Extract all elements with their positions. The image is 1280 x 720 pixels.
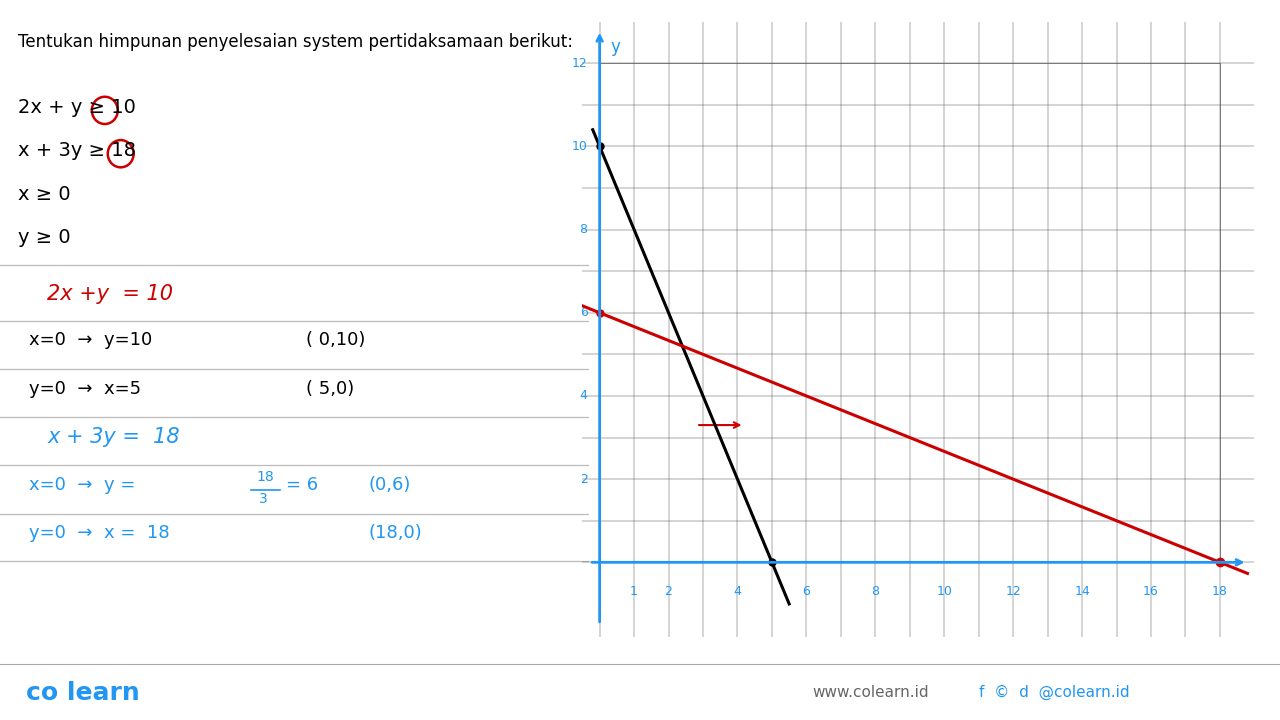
Text: y ≥ 0: y ≥ 0 [18, 228, 70, 247]
Text: 2x +y  = 10: 2x +y = 10 [47, 284, 173, 304]
Text: ( 0,10): ( 0,10) [306, 331, 366, 349]
Text: y: y [611, 38, 620, 56]
Text: x + 3y ≥ 18: x + 3y ≥ 18 [18, 141, 136, 161]
Text: 12: 12 [1005, 585, 1021, 598]
Text: co learn: co learn [26, 680, 140, 705]
Text: x + 3y =  18: x + 3y = 18 [47, 428, 179, 447]
Text: x=0  →  y =: x=0 → y = [29, 476, 136, 494]
Text: 2: 2 [664, 585, 672, 598]
Text: ( 5,0): ( 5,0) [306, 379, 355, 397]
Text: 10: 10 [936, 585, 952, 598]
Text: 6: 6 [580, 306, 588, 319]
Text: y=0  →  x =  18: y=0 → x = 18 [29, 524, 170, 542]
Text: y=0  →  x=5: y=0 → x=5 [29, 379, 142, 397]
Text: x=0  →  y=10: x=0 → y=10 [29, 331, 152, 349]
Text: (18,0): (18,0) [369, 524, 421, 542]
Text: Tentukan himpunan penyelesaian system pertidaksamaan berikut:: Tentukan himpunan penyelesaian system pe… [18, 33, 572, 51]
Text: f  ©  d  @colearn.id: f © d @colearn.id [979, 685, 1130, 701]
Text: 3: 3 [259, 492, 268, 506]
Text: 18: 18 [1212, 585, 1228, 598]
Text: x ≥ 0: x ≥ 0 [18, 184, 70, 204]
Text: 14: 14 [1074, 585, 1091, 598]
Text: www.colearn.id: www.colearn.id [813, 685, 929, 700]
Text: 4: 4 [580, 390, 588, 402]
Text: 6: 6 [803, 585, 810, 598]
Point [243, 485, 259, 494]
Text: 8: 8 [580, 223, 588, 236]
Text: 10: 10 [572, 140, 588, 153]
Text: (0,6): (0,6) [369, 476, 411, 494]
Text: 16: 16 [1143, 585, 1158, 598]
Text: 8: 8 [872, 585, 879, 598]
Text: 1: 1 [630, 585, 637, 598]
Point [273, 485, 288, 494]
Text: 4: 4 [733, 585, 741, 598]
Text: 2x + y ≥ 10: 2x + y ≥ 10 [18, 98, 136, 117]
Text: 18: 18 [256, 469, 274, 484]
Text: 12: 12 [572, 57, 588, 70]
Text: 2: 2 [580, 472, 588, 486]
Text: = 6: = 6 [285, 476, 317, 494]
